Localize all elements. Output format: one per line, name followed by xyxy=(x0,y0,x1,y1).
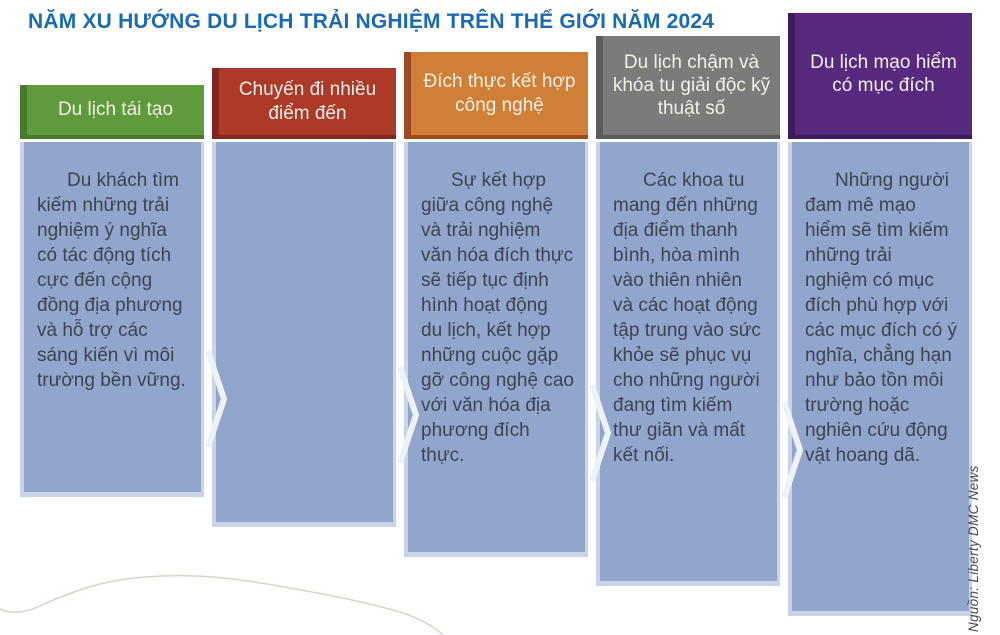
trend-body-panel: Du khách tìm kiếm những trải nghiệm ý ng… xyxy=(20,142,204,497)
trend-header: Du lịch mạo hiểm có mục đích xyxy=(788,13,972,139)
trend-header: Du lịch tái tạo xyxy=(20,85,204,139)
trend-body-text: Sự kết hợp giữa công nghệ và trải nghiệm… xyxy=(421,170,574,466)
trend-body-text: Du khách tìm kiếm những trải nghiệm ý ng… xyxy=(37,170,186,391)
decorative-curve xyxy=(0,574,445,635)
trend-body-panel: Sự kết hợp giữa công nghệ và trải nghiệm… xyxy=(404,142,588,557)
trend-header: Đích thực kết hợp công nghệ xyxy=(404,52,588,139)
trend-header: Chuyến đi nhiều điểm đến xyxy=(212,68,396,139)
trend-body-text: Các khoa tu mang đến những địa điểm than… xyxy=(613,170,761,466)
trend-body-panel xyxy=(212,142,396,527)
trend-header: Du lịch chậm và khóa tu giải độc kỹ thuậ… xyxy=(596,36,780,139)
trend-body-text: Những người đam mê mạo hiểm sẽ tìm kiếm … xyxy=(805,170,958,466)
page-title: NĂM XU HƯỚNG DU LỊCH TRẢI NGHIỆM TRÊN TH… xyxy=(28,10,715,33)
source-credit: Nguồn: Liberty DMC News xyxy=(966,465,981,632)
trend-body-panel: Các khoa tu mang đến những địa điểm than… xyxy=(596,142,780,586)
trend-body-panel: Những người đam mê mạo hiểm sẽ tìm kiếm … xyxy=(788,142,972,616)
